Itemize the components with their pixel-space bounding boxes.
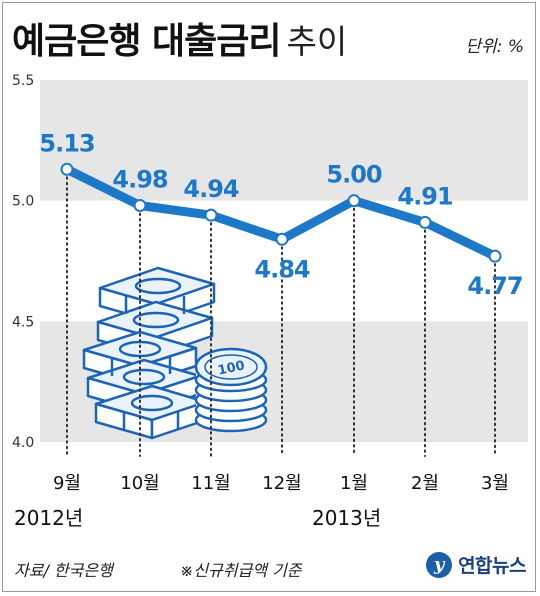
data-point xyxy=(133,198,147,212)
x-axis: 9월 10월 11월 12월 1월 2월 3월 2012년 2013년 xyxy=(14,473,509,530)
x-tick-label: 9월 xyxy=(53,473,81,494)
coin-stack-icon: 100 xyxy=(194,347,268,433)
x-tick-label: 12월 xyxy=(262,473,301,494)
unit-label: 단위: % xyxy=(465,37,524,57)
x-tick-label: 3월 xyxy=(481,473,509,494)
x-tick-label: 2월 xyxy=(411,473,439,494)
yonhap-logo-icon: y xyxy=(426,551,453,578)
y-tick-label: 5.5 xyxy=(12,73,34,89)
year-label: 2013년 xyxy=(312,506,381,530)
y-tick-label: 5.0 xyxy=(12,194,34,210)
title-sub: 추이 xyxy=(286,22,348,61)
basis-note: ※신규취급액 기준 xyxy=(180,561,302,580)
title-main: 예금은행 대출금리 xyxy=(12,21,281,62)
grid-bands xyxy=(40,80,528,442)
value-label: 5.00 xyxy=(326,161,382,189)
data-point xyxy=(275,232,289,246)
data-point xyxy=(488,249,502,263)
banknote-stack-icon xyxy=(82,266,216,440)
svg-text:100: 100 xyxy=(216,358,246,378)
y-axis: 4.0 4.5 5.0 5.5 xyxy=(12,73,34,451)
value-label: 4.91 xyxy=(397,182,453,210)
value-label: 5.13 xyxy=(39,129,94,157)
x-tick-label: 1월 xyxy=(340,473,368,494)
x-tick-label: 11월 xyxy=(191,473,230,494)
data-point xyxy=(418,215,432,229)
dotted-guides xyxy=(66,176,496,457)
x-tick-label: 10월 xyxy=(120,473,159,494)
value-label: 4.98 xyxy=(112,165,168,193)
grid-band xyxy=(40,80,528,201)
data-point xyxy=(204,208,218,222)
y-tick-label: 4.5 xyxy=(12,314,34,330)
value-label: 4.84 xyxy=(254,255,310,283)
value-labels: 5.13 4.98 4.94 4.84 5.00 4.91 4.77 xyxy=(39,129,523,300)
value-label: 4.94 xyxy=(183,175,239,203)
source-label: 자료/ 한국은행 xyxy=(14,561,113,580)
year-label: 2012년 xyxy=(14,506,83,530)
news-logo: y 연합뉴스 xyxy=(426,551,526,578)
value-label: 4.77 xyxy=(467,272,522,300)
data-point xyxy=(347,194,361,208)
money-illustration: 100 xyxy=(82,266,268,440)
y-tick-label: 4.0 xyxy=(12,435,34,451)
data-point xyxy=(60,162,74,176)
chart-title: 예금은행 대출금리 추이 xyxy=(12,12,347,64)
logo-text: 연합뉴스 xyxy=(458,555,526,577)
data-points xyxy=(60,162,502,263)
